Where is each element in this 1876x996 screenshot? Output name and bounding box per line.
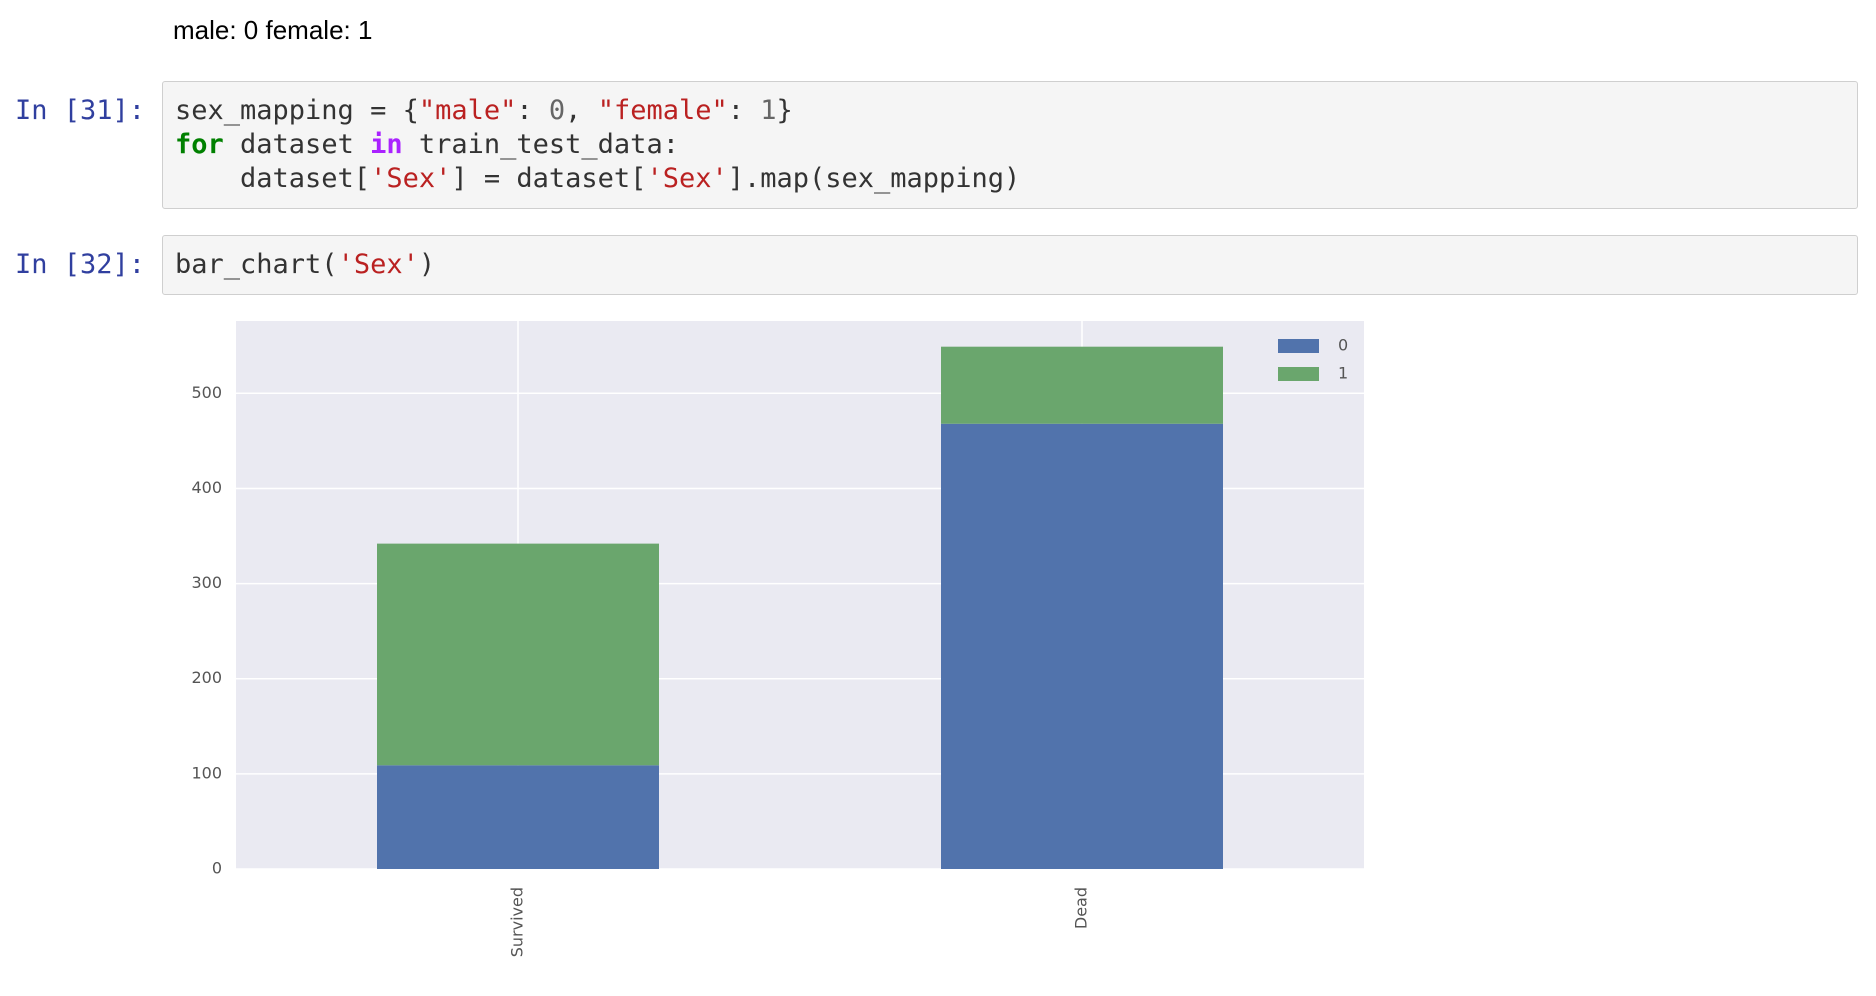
code-token: sex_mapping = { <box>175 95 419 126</box>
x-tick-label: Dead <box>1072 887 1091 929</box>
y-tick-label: 100 <box>191 763 222 782</box>
code-token: ] = dataset[ <box>451 163 647 194</box>
cell-prompt: In [31]: <box>15 95 146 126</box>
x-tick-label: Survived <box>508 887 527 957</box>
code-cell: sex_mapping = {"male": 0, "female": 1} fo… <box>162 81 1858 209</box>
y-tick-label: 200 <box>191 668 222 687</box>
code-token: 0 <box>548 95 566 126</box>
code-token: "female" <box>597 95 728 126</box>
code-token: "male" <box>418 95 517 126</box>
legend-swatch <box>1278 339 1319 353</box>
y-tick-label: 300 <box>191 573 222 592</box>
code-token: : <box>727 95 761 126</box>
bar <box>941 346 1223 424</box>
code-token: 'Sex' <box>646 163 728 194</box>
code-token: 'Sex' <box>337 249 419 280</box>
code-token: } <box>776 95 793 126</box>
code-token: for <box>175 129 224 160</box>
output-text: male: 0 female: 1 <box>173 15 373 45</box>
code-line: dataset['Sex'] = dataset['Sex'].map(sex_… <box>175 162 1020 196</box>
code-token: in <box>370 129 403 160</box>
legend-swatch <box>1278 367 1319 381</box>
legend-label: 1 <box>1338 364 1348 383</box>
code-token: : <box>516 95 549 126</box>
plot-background <box>236 321 1364 869</box>
code-line: sex_mapping = {"male": 0, "female": 1} <box>175 94 793 128</box>
code-line: bar_chart('Sex') <box>175 248 435 282</box>
code-token: train_test_data: <box>402 129 679 160</box>
y-tick-label: 0 <box>212 859 222 878</box>
bar <box>377 543 659 766</box>
code-token: , <box>565 95 598 126</box>
code-token: 1 <box>760 95 777 126</box>
code-token: dataset <box>223 129 371 160</box>
code-token: ].map(sex_mapping) <box>727 163 1021 194</box>
legend-label: 0 <box>1338 336 1348 355</box>
code-cell: bar_chart('Sex') <box>162 235 1858 295</box>
y-tick-label: 500 <box>191 383 222 402</box>
code-token: 'Sex' <box>370 163 452 194</box>
code-token: ) <box>418 249 436 280</box>
bar <box>941 423 1223 869</box>
code-token: dataset[ <box>175 163 371 194</box>
code-line: for dataset in train_test_data: <box>175 128 679 162</box>
y-tick-label: 400 <box>191 478 222 497</box>
cell-prompt: In [32]: <box>15 249 146 280</box>
bar <box>377 765 659 869</box>
code-token: bar_chart( <box>175 249 338 280</box>
